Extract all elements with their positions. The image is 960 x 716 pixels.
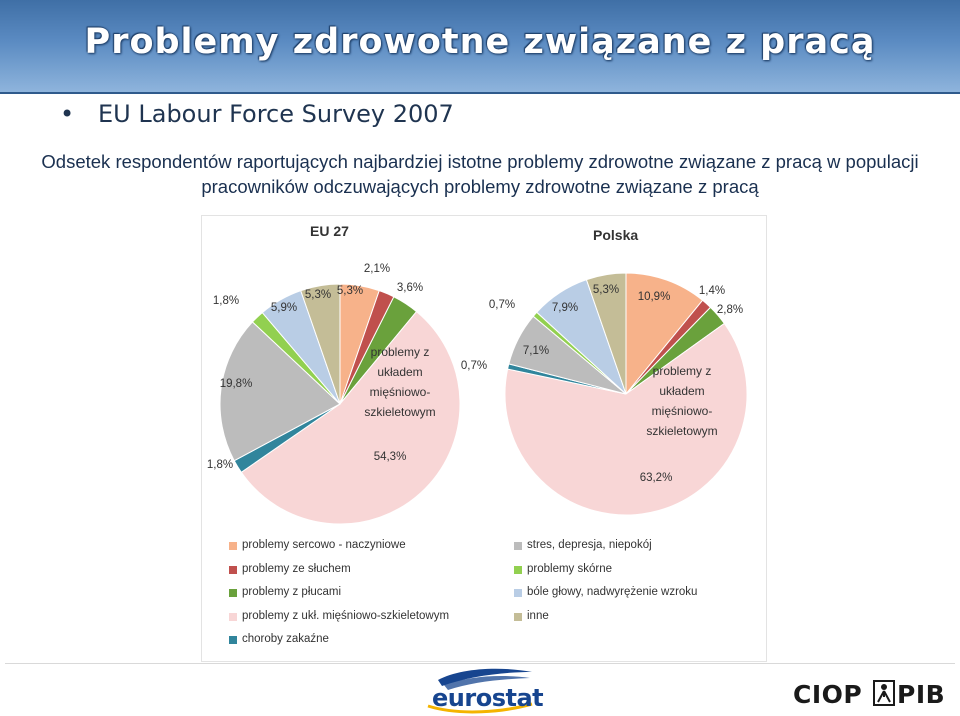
data-label: 54,3% (374, 451, 407, 463)
legend-swatch (514, 565, 522, 574)
data-label: 0,7% (461, 360, 487, 372)
data-label: 5,3% (305, 289, 331, 301)
eurostat-logo: eurostat (420, 666, 544, 714)
pib-logo-text: PIB (897, 680, 946, 709)
data-label: 2,8% (717, 304, 743, 316)
data-label: 5,3% (593, 284, 619, 296)
slice-annotation: problemy z (653, 364, 712, 378)
legend-swatch (514, 612, 522, 621)
pie-slice (240, 310, 461, 525)
data-label: 5,9% (271, 302, 297, 314)
footer-divider (5, 663, 955, 664)
pie-slice (625, 272, 704, 396)
legend-swatch (514, 589, 522, 597)
ciop-emblem-icon (873, 680, 895, 706)
legend-label: problemy z płucami (242, 586, 342, 598)
data-label: 10,9% (638, 291, 671, 303)
slice-annotation: problemy z (371, 345, 430, 359)
data-label: 7,9% (552, 302, 578, 314)
data-label: 7,1% (523, 345, 549, 357)
pie-charts: 5,3%2,1%3,6%54,3%1,8%19,8%1,8%5,9%5,3%pr… (207, 263, 748, 525)
slice-annotation: mięśniowo- (652, 404, 713, 418)
data-label: 0,7% (489, 299, 515, 311)
ciop-logo-text: CIOP (793, 680, 863, 709)
legend-swatch (229, 565, 237, 574)
legend-label: problemy skórne (527, 562, 613, 575)
legend-swatch (514, 542, 522, 550)
legend-swatch (229, 612, 237, 621)
slice-annotation: szkieletowym (646, 424, 717, 438)
chart-panel: 5,3% 2,1% 3,6% 54,3% 1,8% 19,8% 1,8% 5,9% 5,3% pr… (201, 215, 767, 662)
legend-swatch (229, 589, 237, 597)
legend-swatch (229, 636, 237, 644)
bullet-dot: • (60, 100, 75, 128)
bullet-text: EU Labour Force Survey 2007 (98, 100, 454, 128)
legend-label: bóle głowy, nadwyrężenie wzroku (527, 586, 698, 598)
pie-slice (219, 321, 341, 462)
legend-swatch (229, 542, 237, 550)
chart-description: Odsetek respondentów raportujących najba… (41, 151, 919, 197)
data-label: 3,6% (397, 282, 423, 294)
data-label: 63,2% (640, 472, 673, 484)
legend-label: problemy sercowo - naczyniowe (242, 539, 406, 551)
slice-annotation: szkieletowym (364, 405, 435, 419)
legend-label: problemy ze słuchem (242, 562, 351, 575)
data-label: 2,1% (364, 263, 390, 275)
data-label: 1,8% (207, 459, 233, 471)
slice-annotation: układem (377, 365, 422, 379)
data-label: 5,3% (337, 285, 363, 297)
data-label: 19,8% (220, 378, 253, 390)
eurostat-swoosh-icon (427, 668, 533, 714)
legend-label: problemy z ukł. mięśniowo-szkieletowym (242, 609, 450, 622)
slice-annotation: mięśniowo- (370, 385, 431, 399)
pie-slice (300, 283, 341, 405)
pie-slice (585, 272, 627, 395)
data-label: 1,4% (699, 285, 725, 297)
data-label: 1,8% (213, 295, 239, 307)
legend-label: stres, depresja, niepokój (527, 539, 652, 551)
page-title: Problemy zdrowotne związane z pracą (84, 22, 876, 62)
title-bar: Problemy zdrowotne związane z pracą (0, 0, 960, 94)
ciop-pib-logo: CIOP PIB (793, 676, 955, 714)
legend-label: choroby zakaźne (242, 633, 329, 645)
chart-title-polska: Polska (593, 227, 639, 243)
eurostat-logo-text: eurostat (432, 684, 544, 712)
legend-label: inne (527, 609, 549, 622)
pie-slice (504, 322, 748, 516)
slice-annotation: układem (659, 384, 704, 398)
chart-title-eu27: EU 27 (310, 223, 349, 239)
